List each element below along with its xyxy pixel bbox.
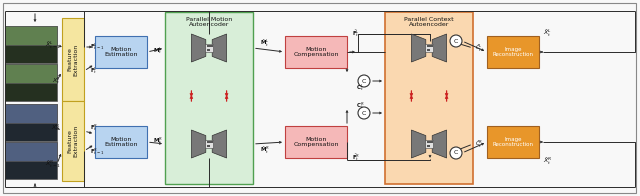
Text: $\hat{X}_{t-1}^L$: $\hat{X}_{t-1}^L$ [45,39,61,51]
Bar [95,36,147,68]
Bar [210,44,212,47]
Circle shape [450,35,462,47]
Text: $\mathbf{C}_t^R$: $\mathbf{C}_t^R$ [356,101,364,111]
Bar [207,44,209,47]
Circle shape [358,75,370,87]
Text: Motion
Compensation: Motion Compensation [293,137,339,147]
Bar [285,36,347,68]
Circle shape [358,107,370,119]
Polygon shape [212,130,227,158]
Bar [5,142,57,161]
Bar [210,141,212,143]
Text: Image
Reconstruction: Image Reconstruction [493,137,534,147]
Text: Motion
Estimation: Motion Estimation [104,137,138,147]
Bar [425,140,433,148]
Bar [427,48,429,51]
Bar [207,48,209,51]
Bar [62,101,84,181]
Bar [95,126,147,158]
Text: $\hat{X}_t^R$: $\hat{X}_t^R$ [543,155,552,167]
Text: $\bar{\mathbf{F}}_t^R$: $\bar{\mathbf{F}}_t^R$ [352,153,360,163]
Bar [205,44,213,52]
Bar [427,141,429,143]
Text: $\mathbf{M}_t^R$: $\mathbf{M}_t^R$ [153,136,163,146]
Polygon shape [432,34,447,62]
Bar [5,104,57,141]
Bar [430,141,433,143]
Text: C: C [362,79,366,83]
Text: $\hat{\mathbf{M}}_t^R$: $\hat{\mathbf{M}}_t^R$ [260,144,270,156]
Text: $\mathbf{F}_{t-1}^R$: $\mathbf{F}_{t-1}^R$ [90,147,104,157]
Text: $\mathbf{F}_t^L$: $\mathbf{F}_t^L$ [90,66,98,76]
Polygon shape [212,34,227,62]
Bar [207,144,209,147]
Bar [5,142,57,179]
Bar [5,64,57,101]
Bar [427,44,429,47]
Text: Image
Reconstruction: Image Reconstruction [493,47,534,57]
Text: $\mathbf{F}_{t-1}^L$: $\mathbf{F}_{t-1}^L$ [90,42,104,52]
Text: $\mathbf{C}_t^L$: $\mathbf{C}_t^L$ [356,83,364,93]
Text: $\hat{\mathbf{M}}_t^L$: $\hat{\mathbf{M}}_t^L$ [260,37,269,49]
Bar [487,36,539,68]
Text: $\hat{C}_t^L$: $\hat{C}_t^L$ [475,42,483,54]
Text: $\bar{\mathbf{F}}_t^L$: $\bar{\mathbf{F}}_t^L$ [352,29,360,39]
Text: Motion
Compensation: Motion Compensation [293,47,339,57]
Bar [487,126,539,158]
Text: C: C [454,151,458,155]
Circle shape [450,147,462,159]
Bar [207,141,209,143]
Bar [427,144,429,147]
Text: $\mathbf{F}_t^R$: $\mathbf{F}_t^R$ [90,123,98,133]
Text: Parallel Motion
Autoencoder: Parallel Motion Autoencoder [186,17,232,27]
Text: Motion
Estimation: Motion Estimation [104,47,138,57]
Bar [5,26,57,44]
Text: Feature
Extraction: Feature Extraction [68,43,79,76]
Bar [425,44,433,52]
Text: $\hat{X}_{t-1}^R$: $\hat{X}_{t-1}^R$ [45,158,61,170]
Text: $X_t^R$: $X_t^R$ [51,123,61,133]
Text: Parallel Context
Autoencoder: Parallel Context Autoencoder [404,17,454,27]
Bar [165,12,253,184]
Bar [385,12,473,184]
Text: C: C [362,111,366,115]
Text: $X_t^L$: $X_t^L$ [52,76,61,86]
Polygon shape [412,130,426,158]
Bar [5,26,57,63]
Bar [430,44,433,47]
Text: $\hat{C}_t^R$: $\hat{C}_t^R$ [475,138,483,150]
Bar [5,104,57,122]
Bar [205,140,213,148]
Bar [62,18,84,101]
Polygon shape [191,34,206,62]
Text: Feature
Extraction: Feature Extraction [68,125,79,157]
Polygon shape [191,130,206,158]
Polygon shape [432,130,447,158]
Text: $\mathbf{M}_t^L$: $\mathbf{M}_t^L$ [153,46,163,56]
Polygon shape [412,34,426,62]
Text: C: C [454,38,458,44]
Bar [5,64,57,83]
Text: $\hat{X}_t^L$: $\hat{X}_t^L$ [543,27,552,39]
Bar [285,126,347,158]
